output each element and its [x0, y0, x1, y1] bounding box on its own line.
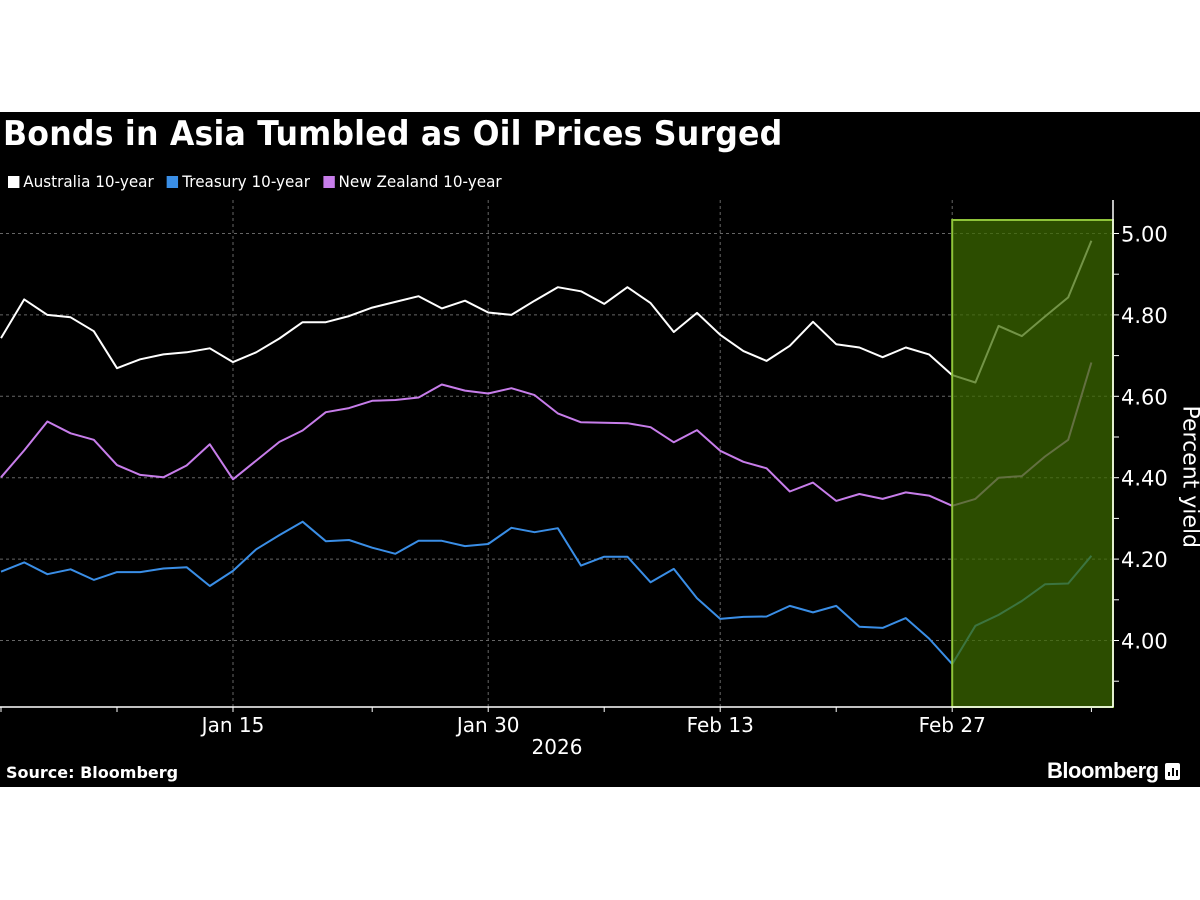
- legend-item-treasury: Treasury 10-year: [167, 172, 310, 191]
- legend-label-australia: Australia 10-year: [23, 172, 154, 191]
- chart-title: Bonds in Asia Tumbled as Oil Prices Surg…: [3, 114, 783, 154]
- y-tick-label: 4.40: [1121, 467, 1168, 491]
- legend-label-new-zealand: New Zealand 10-year: [338, 172, 502, 191]
- bloomberg-chart-icon: [1164, 762, 1180, 780]
- legend-swatch-new-zealand: [323, 175, 335, 188]
- x-tick-label: Feb 13: [687, 713, 754, 737]
- series-line-australia: [0, 240, 1093, 384]
- bloomberg-logo: Bloomberg: [1047, 758, 1180, 784]
- highlight-region: [952, 220, 1113, 707]
- legend-swatch-australia: [8, 175, 20, 188]
- x-tick-label: Jan 30: [455, 713, 520, 737]
- source-note: Source: Bloomberg: [6, 763, 179, 782]
- y-tick-label: 5.00: [1121, 223, 1168, 247]
- legend-label-treasury: Treasury 10-year: [182, 172, 310, 191]
- y-tick-label: 4.00: [1121, 630, 1168, 654]
- brand-name: Bloomberg: [1047, 758, 1159, 783]
- x-tick-label: Feb 27: [919, 713, 986, 737]
- legend-swatch-treasury: [167, 175, 179, 188]
- x-axis-year-label: 2026: [532, 735, 583, 759]
- legend-item-new-zealand: New Zealand 10-year: [323, 172, 502, 191]
- series-line-treasury: [0, 520, 1093, 666]
- y-tick-label: 4.20: [1121, 548, 1168, 572]
- y-tick-label: 4.80: [1121, 304, 1168, 328]
- y-tick-label: 4.60: [1121, 385, 1168, 409]
- legend-item-australia: Australia 10-year: [8, 172, 154, 191]
- series-line-new-zealand: [0, 362, 1093, 507]
- y-axis-label: Percent yield: [1177, 405, 1200, 549]
- legend: Australia 10-year Treasury 10-year New Z…: [8, 172, 502, 191]
- x-tick-label: Jan 15: [200, 713, 265, 737]
